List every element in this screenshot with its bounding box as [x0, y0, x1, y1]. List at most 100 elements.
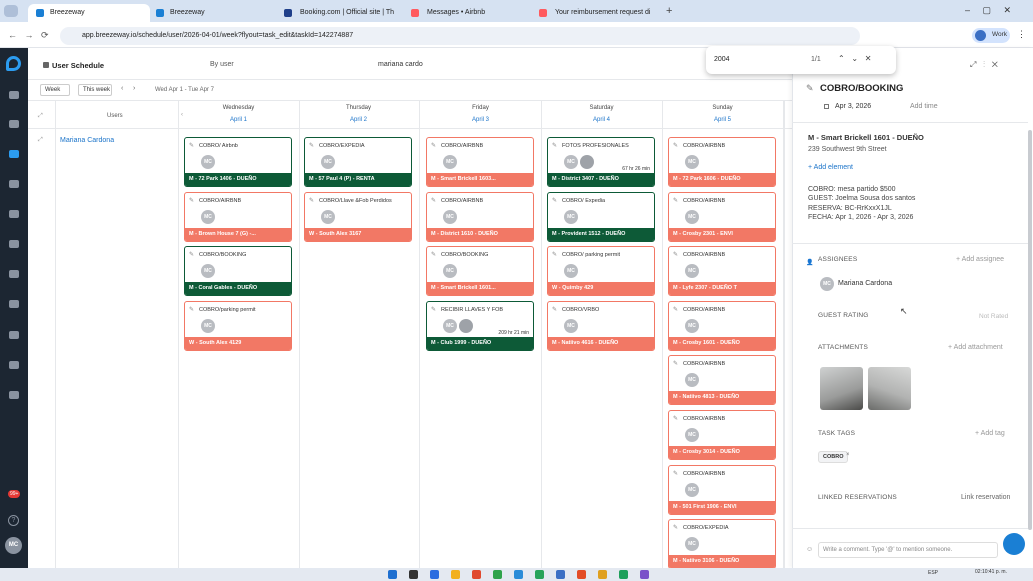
wrench-icon: ✎	[806, 83, 814, 93]
expand[interactable]: ⤢	[38, 137, 43, 143]
group-by[interactable]: By user	[210, 61, 234, 68]
nav-icon[interactable]	[9, 210, 19, 218]
task-card[interactable]: ✎ COBRO/AIRBNB MC M - Smart Brickell 1603..…	[426, 137, 534, 187]
comment-input[interactable]: Write a comment. Type '@' to mention som…	[818, 542, 998, 558]
task-card[interactable]: ✎ RECIBIR LLAVES Y FOB MC M - Club 1999 - D…	[426, 300, 534, 351]
task-card[interactable]: ✎ COBRO/ Expedia MC M - Provident 1512 - DU…	[547, 191, 655, 242]
nav-icon[interactable]	[9, 91, 19, 99]
taskbar-icon[interactable]	[556, 570, 565, 579]
day-date[interactable]: April 5	[713, 117, 731, 123]
task-card[interactable]: ✎ COBRO/ Airbnb MC M - 72 Park 1406 - DUEÑO	[184, 137, 292, 187]
nav-icon[interactable]	[9, 120, 19, 128]
attachment-thumbnail[interactable]	[820, 367, 863, 410]
menu[interactable]: ⋮	[1017, 29, 1026, 39]
task-card[interactable]: ✎ COBRO/AIRBNB MC M - Crosby 1601 - DUEÑO	[668, 300, 776, 351]
search-input[interactable]: mariana cardo	[378, 61, 423, 68]
day-date[interactable]: April 3	[471, 117, 489, 123]
taskbar-icon[interactable]	[640, 570, 649, 579]
nav-icon[interactable]	[9, 300, 19, 308]
find-input[interactable]: 2004	[714, 56, 730, 63]
task-card[interactable]: ✎ COBRO/EXPEDIA MC M - Natiivo 3106 - DUEÑO	[668, 519, 776, 570]
tab[interactable]: Breezeway	[28, 4, 150, 22]
attachment-thumbnail[interactable]	[868, 367, 911, 410]
new-tab[interactable]: +	[666, 5, 673, 17]
add-time[interactable]: Add time	[910, 103, 938, 110]
clock[interactable]: 02:10:41 p. m.	[975, 569, 1007, 575]
rating[interactable]: Not Rated	[979, 313, 1009, 320]
user-avatar[interactable]: MC	[5, 537, 22, 554]
nav-buttons[interactable]: ← → ⟳	[8, 30, 49, 40]
help[interactable]: ?	[8, 515, 19, 526]
nav-icon[interactable]	[9, 331, 19, 339]
expand[interactable]: ⤢	[38, 113, 43, 119]
task-card[interactable]: ✎ COBRO/VRBO MC M - Natiivo 4616 - DUEÑO	[547, 300, 655, 351]
day-date[interactable]: April 2	[349, 117, 367, 123]
task-card[interactable]: ✎ COBRO/AIRBNB MC M - District 1610 - DUEÑO	[426, 191, 534, 242]
language[interactable]: ESP	[928, 570, 939, 576]
tab[interactable]: Messages • Airbnb	[427, 9, 486, 16]
task-card[interactable]: ✎ COBRO/AIRBNB MC M - 501 First 1906 - ENVI	[668, 464, 776, 515]
add-assignee[interactable]: + Add assignee	[956, 256, 1005, 263]
task-card[interactable]: ✎ COBRO/BOOKING MC M - Smart Brickell 1601.…	[426, 246, 534, 297]
divider	[792, 122, 1028, 123]
tag[interactable]: COBRO	[818, 451, 849, 463]
nav-icon[interactable]	[9, 361, 19, 369]
taskbar-icon[interactable]	[493, 570, 502, 579]
taskbar-icon[interactable]	[619, 570, 628, 579]
link-reservation[interactable]: Link reservation	[961, 494, 1011, 501]
taskbar-icon[interactable]	[535, 570, 544, 579]
add-element[interactable]: + Add element	[808, 164, 853, 171]
property[interactable]: M - Smart Brickell 1601 - DUEÑO	[808, 133, 924, 142]
add-attachment[interactable]: + Add attachment	[948, 344, 1003, 351]
taskbar-icon[interactable]	[409, 570, 418, 579]
taskbar-icon[interactable]	[430, 570, 439, 579]
tab[interactable]: Breezeway	[170, 9, 205, 16]
address-bar[interactable]	[60, 27, 860, 45]
taskbar-icon[interactable]	[472, 570, 481, 579]
task-icon: ✎	[552, 143, 558, 149]
taskbar-icon[interactable]	[598, 570, 607, 579]
taskbar-icon[interactable]	[388, 570, 397, 579]
week-arrows[interactable]: ‹ ›	[121, 85, 136, 92]
task-date[interactable]: Apr 3, 2026	[835, 103, 872, 110]
chat-button[interactable]	[1003, 533, 1025, 555]
day-name: Saturday	[589, 105, 614, 111]
task-card[interactable]: ✎ COBRO/BOOKING MC M - Coral Gables - DUEÑO	[184, 246, 292, 297]
nav-icon[interactable]	[9, 150, 19, 158]
task-card[interactable]: ✎ COBRO/parking permit MC W - South Alex 41…	[184, 300, 292, 351]
task-card[interactable]: ✎ COBRO/AIRBNB MC M - Crosby 3014 - DUEÑO	[668, 410, 776, 460]
avatar: MC	[564, 264, 578, 279]
taskbar-icon[interactable]	[577, 570, 586, 579]
notification-badge[interactable]: 99+	[8, 490, 21, 498]
task-card[interactable]: ✎ COBRO/AIRBNB MC M - Crosby 2301 - ENVI	[668, 191, 776, 242]
window-controls[interactable]: – ▢ ✕	[965, 5, 1012, 15]
nav-icon[interactable]	[9, 180, 19, 188]
tab[interactable]: Your reimbursement request di	[555, 9, 651, 16]
this-week-button[interactable]: This week	[78, 84, 112, 96]
taskbar-icon[interactable]	[514, 570, 523, 579]
task-card[interactable]: ✎ COBRO/AIRBNB MC M - Lyfe 2307 - DUEÑO T	[668, 246, 776, 297]
find-controls[interactable]: ⌃ ⌄ ✕	[838, 54, 872, 63]
nav-icon[interactable]	[9, 240, 19, 248]
nav-icon[interactable]	[9, 270, 19, 278]
day-date[interactable]: April 1	[229, 117, 247, 123]
tab[interactable]: Booking.com | Official site | Th	[300, 9, 395, 16]
task-card[interactable]: ✎ COBRO/AIRBNB MC M - 72 Park 1606 - DUEÑO	[668, 137, 776, 187]
task-card[interactable]: ✎ COBRO/ parking permit MC W - Quimby 429	[547, 246, 655, 297]
prev[interactable]: ‹	[181, 112, 183, 118]
task-card[interactable]: ✎ COBRO/AIRBNB MC M - Brown House 7 (G) -..…	[184, 191, 292, 242]
add-tag[interactable]: + Add tag	[975, 430, 1005, 437]
tab-menu[interactable]	[4, 5, 18, 17]
task-card[interactable]: ✎ COBRO/EXPEDIA MC M - 57 Paul 4 (P) - RENT…	[304, 137, 412, 187]
view-select[interactable]: Week	[40, 84, 70, 96]
nav-icon[interactable]	[9, 391, 19, 399]
task-card[interactable]: ✎ COBRO/Llave &Fob Perdidos MC W - South Al…	[304, 191, 412, 242]
user-name[interactable]: Mariana Cardona	[60, 137, 115, 144]
task-card[interactable]: ✎ FOTOS PROFESIONALES MC M - District 3407 …	[547, 137, 655, 187]
tag-remove[interactable]: ×	[846, 452, 850, 458]
task-card[interactable]: ✎ COBRO/AIRBNB MC M - Natiivo 4813 - DUEÑO	[668, 355, 776, 406]
day-date[interactable]: April 4	[592, 117, 610, 123]
taskbar-icon[interactable]	[451, 570, 460, 579]
divider	[792, 528, 1028, 529]
panel-actions[interactable]: ⤢ ⋮ ✕	[970, 60, 998, 69]
